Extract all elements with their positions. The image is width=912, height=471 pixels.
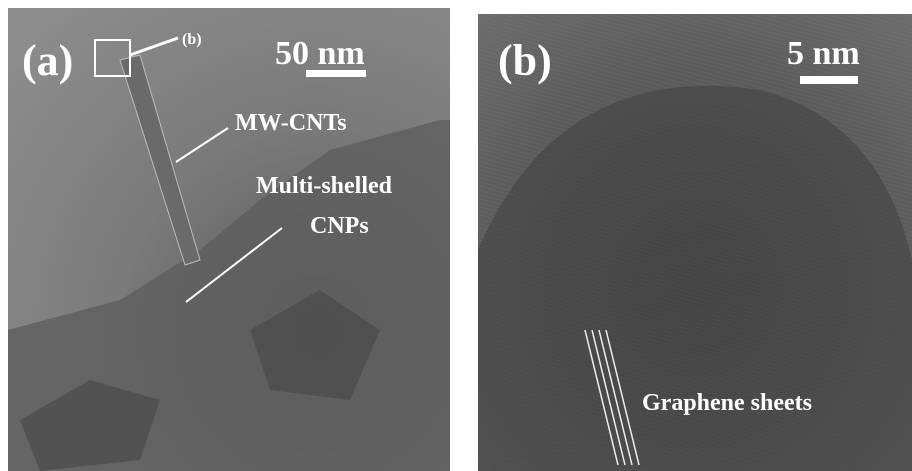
panel-b: (b) 5 nm Graphene sheets: [478, 14, 912, 471]
panel-a: (a) (b) 50 nm MW-CNTs Multi-shelled CNPs: [8, 8, 450, 471]
scale-bar: [800, 76, 858, 84]
panel-label: (b): [498, 36, 552, 85]
callout-label: (b): [182, 31, 202, 48]
panel-label: (a): [22, 36, 73, 85]
annotation: MW-CNTs: [235, 110, 347, 136]
figure: (a) (b) 50 nm MW-CNTs Multi-shelled CNPs…: [0, 0, 912, 471]
scale-label: 50 nm: [275, 35, 365, 72]
annotation: Graphene sheets: [642, 390, 812, 416]
scale-label: 5 nm: [787, 35, 860, 72]
annotation: Multi-shelled: [256, 173, 393, 199]
annotation: CNPs: [310, 213, 369, 239]
scale-bar: [306, 70, 366, 77]
